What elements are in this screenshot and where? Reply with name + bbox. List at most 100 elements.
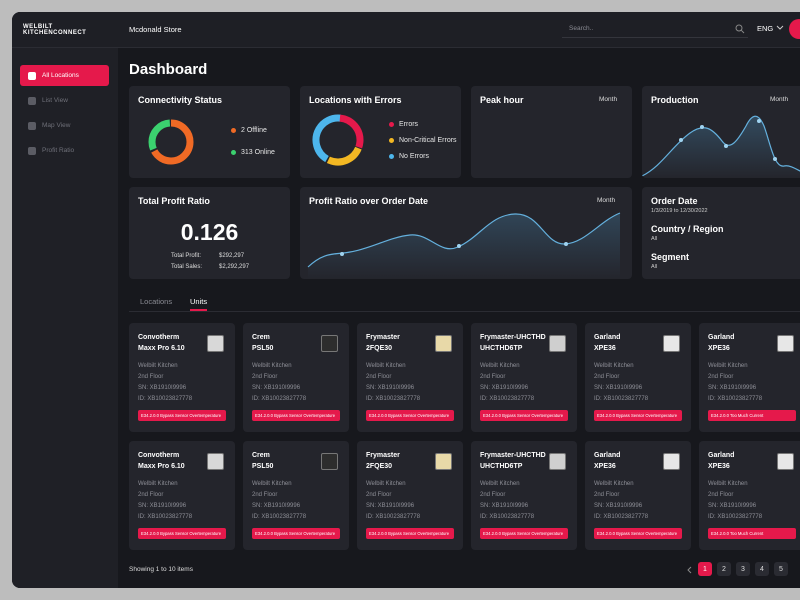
filters-card: Order Date 1/3/2019 to 12/30/2022 Country …	[642, 187, 800, 279]
unit-id: ID: XB10023827778	[252, 396, 307, 402]
unit-site: Welbilt Kitchen	[480, 363, 520, 369]
filter-value: All	[651, 264, 658, 270]
search-box[interactable]: Search..	[562, 21, 748, 38]
unit-floor: 2nd Floor	[480, 374, 506, 380]
unit-alert: E34.2.0.0 Bypass Sensor Overtemperature	[480, 528, 568, 539]
peak-hour-card: Peak hour Month	[471, 86, 632, 178]
nav-item-active[interactable]: All Locations	[20, 65, 109, 86]
nav-item[interactable]: Map View	[20, 115, 109, 136]
filter-value: 1/3/2019 to 12/30/2022	[651, 208, 708, 214]
tab-active[interactable]: Units	[190, 297, 208, 311]
unit-id: ID: XB10023827778	[366, 514, 421, 520]
unit-alert: E34.2.0.0 Bypass Sensor Overtemperature	[366, 410, 454, 421]
unit-id: ID: XB10023827778	[138, 396, 193, 402]
profit-date-chart	[307, 212, 621, 279]
prev-page[interactable]	[686, 566, 694, 574]
unit-site: Welbilt Kitchen	[366, 481, 406, 487]
period-select[interactable]: Month	[599, 96, 618, 103]
logo: WELBILT KITCHENCONNECT	[23, 24, 86, 36]
unit-site: Welbilt Kitchen	[366, 363, 406, 369]
unit-sn: SN: XB1910I9996	[708, 385, 757, 391]
logo-line: WELBILT	[23, 24, 53, 30]
unit-alert: E34.2.0.0 Bypass Sensor Overtemperature	[252, 528, 340, 539]
language-caret	[776, 25, 784, 30]
unit-id: ID: XB10023827778	[480, 514, 535, 520]
unit-card[interactable]: Frymaster-UHCTHD UHCTHD6TP Welbilt Kitchen…	[471, 441, 577, 550]
unit-name: Crem	[252, 334, 270, 341]
nav-label: List View	[42, 97, 68, 104]
unit-name: Frymaster	[366, 334, 400, 341]
nav-item[interactable]: Profit Ratio	[20, 140, 109, 161]
unit-card[interactable]: Convotherm Maxx Pro 6.10 Welbilt Kitchen 2n…	[129, 323, 235, 432]
unit-sn: SN: XB1910I9996	[252, 503, 301, 509]
unit-model: Maxx Pro 6.10	[138, 463, 185, 470]
page-button[interactable]: 2	[717, 562, 731, 576]
unit-sn: SN: XB1910I9996	[138, 385, 187, 391]
legend-label: No Errors	[399, 153, 429, 160]
store-name[interactable]: Mcdonald Store	[129, 25, 182, 34]
filter-label[interactable]: Country / Region	[651, 224, 724, 234]
unit-site: Welbilt Kitchen	[252, 363, 292, 369]
errors-card: Locations with Errors Errors Non-Critica…	[300, 86, 461, 178]
unit-icon	[207, 335, 224, 352]
unit-site: Welbilt Kitchen	[138, 363, 178, 369]
unit-card[interactable]: Crem PSL50 Welbilt Kitchen 2nd Floor SN: XB1…	[243, 323, 349, 432]
unit-model: 2FQE30	[366, 345, 393, 352]
unit-card[interactable]: Frymaster 2FQE30 Welbilt Kitchen 2nd Floor S…	[357, 441, 463, 550]
unit-card[interactable]: Garland XPE36 Welbilt Kitchen 2nd Floor SN: …	[585, 441, 691, 550]
unit-model: XPE36	[708, 345, 730, 352]
card-title: Production	[651, 95, 699, 105]
page-button[interactable]: 3	[736, 562, 750, 576]
unit-icon	[549, 335, 566, 352]
unit-model: PSL50	[252, 463, 274, 470]
language[interactable]: ENG	[757, 24, 774, 33]
page-button[interactable]: 4	[755, 562, 769, 576]
unit-floor: 2nd Floor	[480, 492, 506, 498]
page-title: Dashboard	[129, 61, 208, 78]
unit-site: Welbilt Kitchen	[594, 363, 634, 369]
unit-icon	[321, 335, 338, 352]
unit-icon	[777, 335, 794, 352]
nav-icon	[28, 146, 36, 155]
top-bar	[12, 12, 800, 48]
unit-card[interactable]: Garland XPE36 Welbilt Kitchen 2nd Floor SN: …	[585, 323, 691, 432]
unit-name: Frymaster-UHCTHD	[480, 452, 546, 459]
page-button[interactable]: 5	[774, 562, 788, 576]
nav-icon	[28, 96, 36, 105]
unit-floor: 2nd Floor	[366, 492, 392, 498]
avatar[interactable]	[789, 19, 800, 39]
unit-alert: E34.2.0.0 Bypass Sensor Overtemperature	[594, 528, 682, 539]
tab[interactable]: Locations	[140, 297, 173, 306]
filter-label[interactable]: Segment	[651, 252, 690, 262]
period-select[interactable]: Month	[770, 96, 789, 103]
unit-alert: E34.2.0.0 Too Much Current	[708, 528, 796, 539]
unit-sn: SN: XB1910I9996	[594, 503, 643, 509]
nav-label: Map View	[42, 122, 71, 129]
unit-icon	[663, 335, 680, 352]
card-title: Peak hour	[480, 95, 524, 105]
unit-floor: 2nd Floor	[594, 374, 620, 380]
unit-card[interactable]: Frymaster-UHCTHD UHCTHD6TP Welbilt Kitchen…	[471, 323, 577, 432]
unit-sn: SN: XB1910I9996	[138, 503, 187, 509]
nav-item[interactable]: List View	[20, 90, 109, 111]
unit-card[interactable]: Crem PSL50 Welbilt Kitchen 2nd Floor SN: XB1…	[243, 441, 349, 550]
nav-icon	[28, 121, 36, 130]
unit-card[interactable]: Convotherm Maxx Pro 6.10 Welbilt Kitchen 2n…	[129, 441, 235, 550]
unit-card[interactable]: Frymaster 2FQE30 Welbilt Kitchen 2nd Floor S…	[357, 323, 463, 432]
filter-label[interactable]: Order Date	[651, 196, 698, 206]
unit-name: Frymaster	[366, 452, 400, 459]
period-select[interactable]: Month	[597, 197, 616, 204]
unit-icon	[321, 453, 338, 470]
unit-name: Garland	[594, 334, 621, 341]
tab-bar	[129, 289, 800, 312]
unit-id: ID: XB10023827778	[138, 514, 193, 520]
unit-card[interactable]: Garland XPE36 Welbilt Kitchen 2nd Floor SN: …	[699, 323, 800, 432]
pagination-info: Showing 1 to 10 items	[129, 566, 193, 573]
unit-model: XPE36	[594, 463, 616, 470]
unit-card[interactable]: Garland XPE36 Welbilt Kitchen 2nd Floor SN: …	[699, 441, 800, 550]
page-button-active[interactable]: 1	[698, 562, 712, 576]
nav-icon	[28, 71, 36, 80]
stat-value: $2,292,297	[219, 264, 250, 270]
unit-id: ID: XB10023827778	[366, 396, 421, 402]
unit-model: 2FQE30	[366, 463, 393, 470]
